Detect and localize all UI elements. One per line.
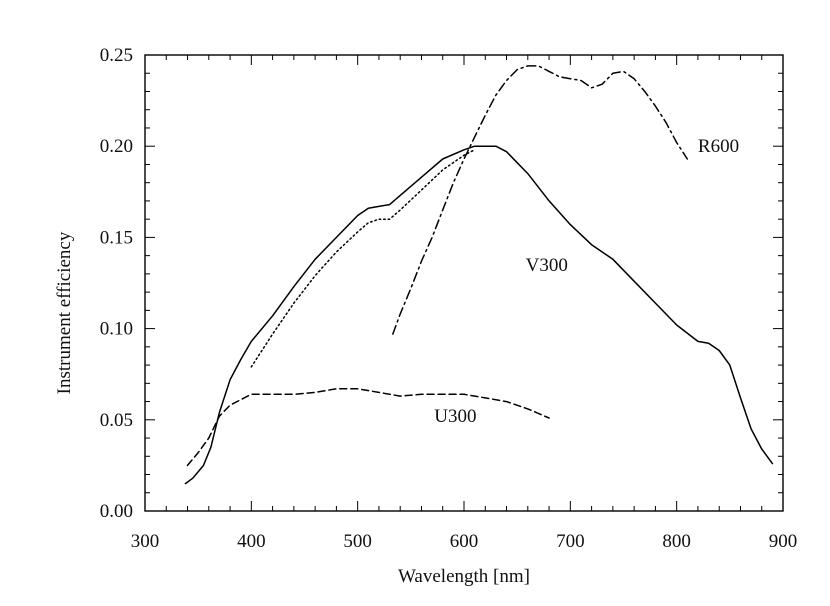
series-line-r600	[392, 65, 689, 335]
y-tick-label: 0.20	[100, 136, 133, 157]
x-tick-label: 900	[769, 531, 798, 552]
y-tick-label: 0.05	[100, 410, 133, 431]
ticks-layer: 300 400 500 600 700 800 900 0.00 0.05 0.10 0.15 0.2…	[100, 45, 798, 552]
series-label-r600: R600	[698, 136, 739, 157]
series-label-u300: U300	[434, 406, 476, 427]
series-line-v300	[184, 145, 774, 485]
y-tick-label: 0.15	[100, 227, 133, 248]
plot-frame	[144, 54, 784, 512]
series-line-u300	[186, 388, 550, 467]
y-axis-title: Instrument efficiency	[54, 231, 75, 394]
x-tick-label: 500	[343, 531, 372, 552]
x-tick-label: 300	[131, 531, 160, 552]
series-labels-layer: V300 U300 R600	[434, 136, 739, 427]
series-layer	[184, 65, 774, 485]
y-tick-label: 0.10	[100, 319, 133, 340]
x-tick-label: 400	[237, 531, 266, 552]
x-axis-title: Wavelength [nm]	[398, 566, 530, 587]
series-label-v300: V300	[526, 255, 568, 276]
y-tick-label: 0.25	[100, 45, 133, 66]
series-line-v300-dotted	[250, 149, 476, 368]
x-tick-label: 700	[556, 531, 585, 552]
x-tick-label: 800	[662, 531, 691, 552]
x-tick-label: 600	[450, 531, 479, 552]
y-tick-label: 0.00	[100, 501, 133, 522]
